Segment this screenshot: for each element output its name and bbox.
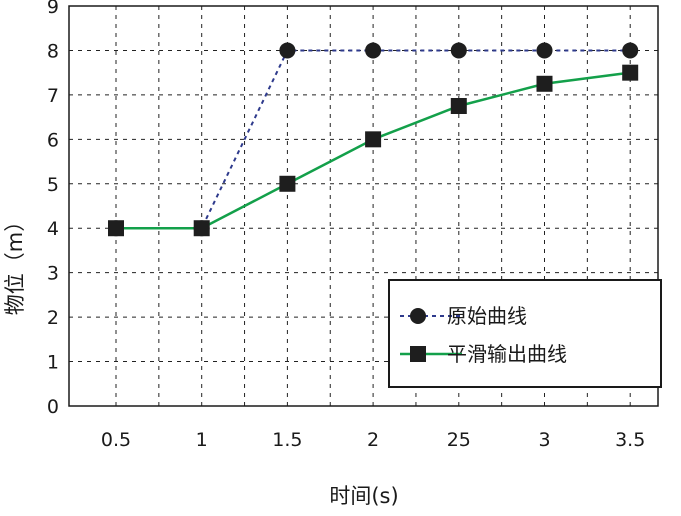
y-tick-label: 0 — [47, 396, 59, 418]
legend-label: 原始曲线 — [447, 304, 527, 328]
y-tick-label: 2 — [47, 307, 59, 329]
legend-label: 平滑输出曲线 — [447, 342, 567, 366]
y-tick-label: 6 — [47, 129, 59, 151]
legend-marker-square — [410, 346, 426, 362]
y-tick-label: 9 — [47, 0, 59, 18]
data-point-circle — [279, 42, 296, 59]
y-tick-label: 5 — [47, 174, 59, 196]
y-axis-label: 物位（m） — [3, 211, 27, 315]
data-point-square — [279, 175, 296, 192]
y-tick-label: 3 — [47, 263, 59, 285]
data-point-square — [536, 75, 553, 92]
data-point-square — [365, 131, 382, 148]
data-point-square — [193, 220, 210, 237]
series-layer — [108, 42, 639, 237]
data-point-circle — [365, 42, 382, 59]
x-axis-label: 时间(s) — [329, 484, 398, 508]
x-tick-label: 1 — [196, 429, 208, 451]
x-tick-label: 1.5 — [272, 429, 302, 451]
data-point-square — [622, 64, 639, 81]
x-tick-label: 0.5 — [101, 429, 131, 451]
data-point-circle — [450, 42, 467, 59]
legend-marker-circle — [410, 308, 426, 324]
y-tick-label: 7 — [47, 85, 59, 107]
legend-box — [388, 279, 662, 388]
data-point-square — [450, 98, 467, 114]
data-point-circle — [622, 42, 639, 59]
data-point-circle — [536, 42, 553, 59]
y-tick-label: 8 — [47, 40, 59, 62]
y-tick-label: 1 — [47, 352, 59, 374]
x-tick-label: 3.5 — [615, 429, 645, 451]
tick-labels: 0.5 1 1.5 2 25 3 3.5 0 1 2 3 4 5 6 7 8 9 — [47, 0, 645, 451]
y-tick-label: 4 — [47, 218, 59, 240]
x-tick-label: 2 — [367, 429, 379, 451]
data-point-square — [108, 220, 124, 237]
plot-frame — [68, 5, 659, 407]
x-tick-label: 3 — [538, 429, 550, 451]
x-tick-label: 25 — [447, 429, 471, 451]
